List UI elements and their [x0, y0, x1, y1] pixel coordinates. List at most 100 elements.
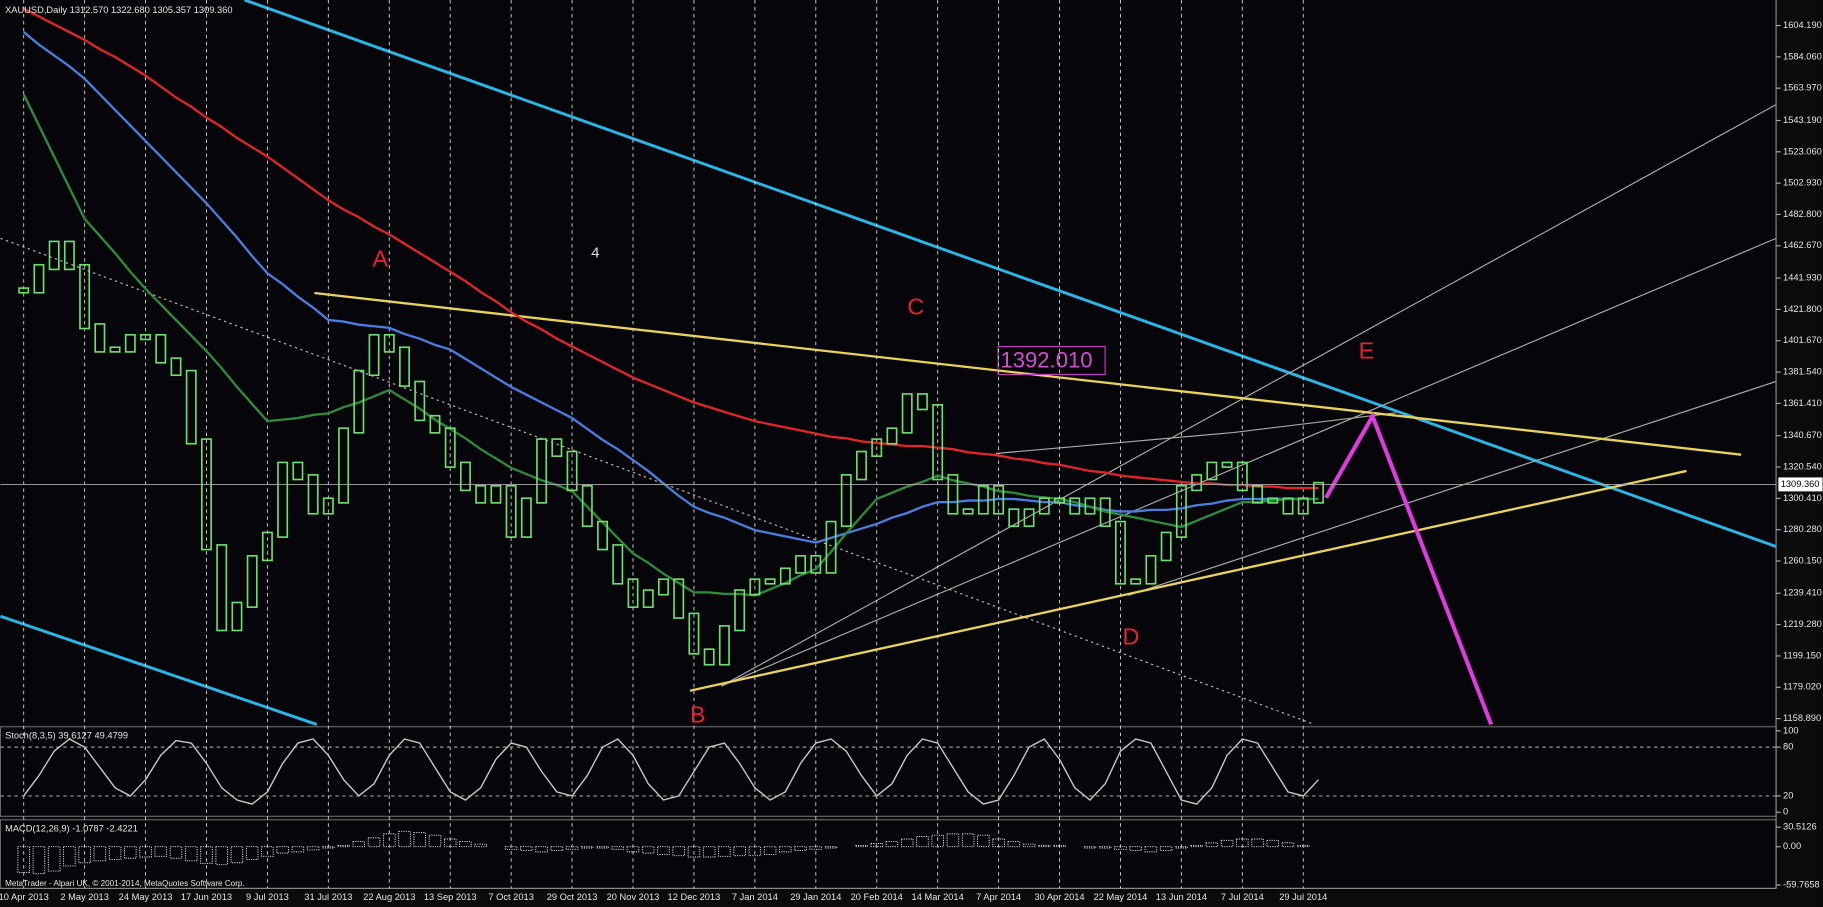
histogram-bar [581, 846, 594, 849]
histogram-bar [200, 846, 213, 864]
histogram-bar [550, 846, 564, 852]
histogram-bar [641, 846, 655, 854]
candle [1191, 474, 1203, 492]
histogram-bar [916, 835, 929, 848]
channel-line [0, 614, 318, 726]
candle [581, 484, 593, 528]
candle [1099, 497, 1111, 528]
channel-line [244, 0, 1777, 548]
trend-lines [0, 0, 1777, 726]
histogram-bar [1266, 839, 1280, 848]
histogram-bar [504, 846, 518, 850]
histogram-bar [1053, 844, 1066, 848]
candle [810, 554, 822, 574]
x-tick-label: 7 Oct 2013 [488, 892, 533, 902]
candle [459, 461, 471, 492]
wave-label: A [373, 246, 389, 272]
y-tick-label: 1543.190 [1783, 115, 1822, 125]
price-annotation: 1392.010 [1000, 347, 1092, 372]
x-tick-label: 7 Apr 2014 [976, 892, 1021, 902]
histogram-bar [93, 846, 107, 862]
histogram-bar [779, 846, 792, 853]
histogram-bar [657, 846, 670, 855]
candle [414, 380, 426, 422]
y-tick-label: 1421.800 [1783, 304, 1822, 314]
candle [1054, 497, 1065, 504]
histogram-bar [1175, 846, 1188, 849]
histogram-bar [1022, 843, 1036, 848]
histogram-bar [1098, 846, 1112, 849]
candle [322, 497, 334, 515]
y-tick-label: 1320.540 [1783, 461, 1822, 471]
x-tick-label: 24 May 2013 [119, 892, 173, 902]
candle [353, 369, 365, 434]
histogram-bar [961, 833, 975, 848]
fan-line [721, 104, 1777, 687]
x-tick-label: 12 Dec 2013 [668, 892, 721, 902]
y-tick-label: 1401.670 [1783, 335, 1822, 345]
candle [48, 240, 60, 271]
histogram-bar [900, 838, 914, 848]
x-tick-label: 20 Feb 2014 [851, 892, 903, 902]
x-tick-label: 13 Sep 2013 [424, 892, 477, 902]
y-tick-label: 1381.540 [1783, 367, 1822, 377]
y-tick-label: 100 [1783, 725, 1799, 735]
footer: MetaTrader - Alpari UK, © 2001-2014, Met… [5, 879, 245, 888]
annotation: 4 [591, 244, 599, 261]
x-tick-label: 7 Jul 2014 [1221, 892, 1264, 902]
histogram-bar [672, 846, 685, 857]
current-price-label: 1309.360 [1781, 479, 1820, 489]
candle [566, 450, 578, 492]
candle [1084, 497, 1096, 515]
candle [490, 484, 502, 504]
histogram-bar [124, 846, 137, 859]
histogram-bar [276, 846, 289, 854]
histogram-bar [230, 846, 244, 864]
candle [1160, 531, 1172, 562]
projection-line [1324, 411, 1494, 726]
candle [444, 427, 456, 468]
histogram-bar [1205, 842, 1219, 848]
candle [718, 625, 730, 666]
candle [18, 287, 30, 294]
candle [1130, 578, 1142, 585]
histogram-bar [885, 841, 899, 848]
histogram-bar [322, 846, 335, 849]
histogram-bar [763, 846, 777, 855]
histogram-bar [443, 838, 457, 848]
fan-line [721, 237, 1777, 687]
histogram-bar [47, 846, 61, 872]
candle [216, 544, 228, 632]
histogram-bar [733, 846, 746, 857]
x-tick-label: 17 Jun 2013 [181, 892, 232, 902]
histogram-bar [32, 846, 46, 875]
y-tick-label: 0.00 [1783, 841, 1801, 851]
x-tick-label: 22 May 2014 [1094, 892, 1148, 902]
candle [673, 578, 685, 619]
candle [612, 544, 624, 585]
candle [688, 612, 700, 655]
histogram-bar [382, 833, 396, 848]
candle [962, 508, 974, 515]
histogram-bar [1038, 844, 1051, 848]
candle [63, 240, 75, 271]
wave-label: B [690, 701, 706, 727]
candle [338, 427, 350, 504]
wave-label: C [907, 293, 924, 319]
main-panel [0, 0, 1776, 724]
y-tick-label: 1219.280 [1783, 619, 1822, 629]
candle [1221, 461, 1233, 468]
triangle-line [689, 469, 1687, 692]
candle [551, 438, 563, 457]
y-tick-label: 1462.670 [1783, 240, 1822, 250]
moving-average [22, 31, 1319, 544]
fan-line [1128, 380, 1777, 596]
candle [703, 648, 715, 666]
candle [1023, 508, 1035, 528]
candle [764, 578, 776, 585]
histogram-bar [428, 834, 442, 848]
x-tick-label: 13 Jun 2014 [1156, 892, 1207, 902]
x-tick-label: 14 Mar 2014 [912, 892, 964, 902]
